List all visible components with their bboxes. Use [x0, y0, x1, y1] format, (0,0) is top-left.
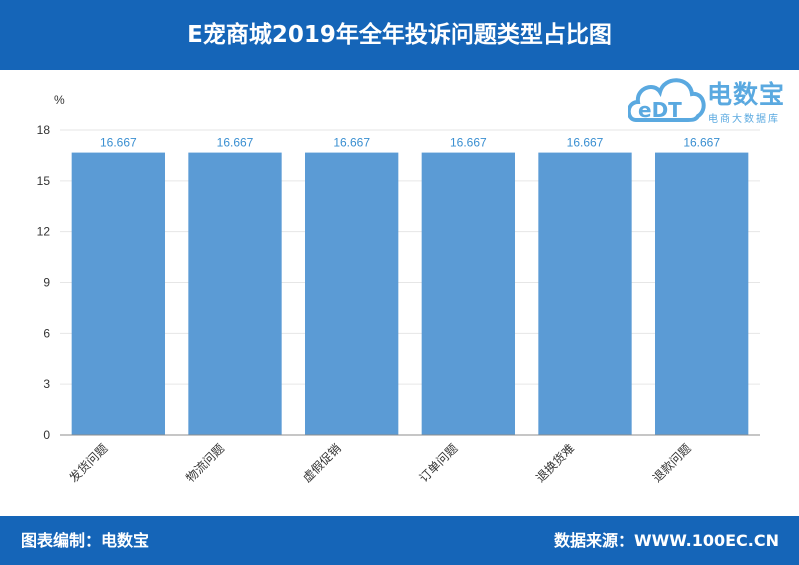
x-tick-label: 物流问题: [183, 441, 227, 485]
bars: [71, 152, 749, 435]
y-tick-label: 0: [43, 428, 50, 442]
y-tick-label: 3: [43, 377, 50, 391]
title-bar: [0, 0, 799, 70]
y-tick-label: 9: [43, 276, 50, 290]
bar-value-label: 16.667: [567, 136, 604, 150]
logo-name: 电数宝: [707, 80, 786, 109]
bar: [71, 152, 165, 435]
y-tick-label: 6: [43, 326, 50, 340]
brand-logo: eDT 电数宝 电商大数据库: [626, 70, 794, 128]
bar-value-label: 16.667: [333, 136, 370, 150]
y-tick-label: 18: [37, 123, 51, 137]
bar: [655, 152, 749, 435]
value-labels: 16.667 16.667 16.667 16.667 16.667 16.667: [100, 136, 720, 150]
y-tick-label: 15: [37, 174, 51, 188]
y-axis-unit-label: %: [54, 93, 65, 107]
bar-value-label: 16.667: [450, 136, 487, 150]
x-tick-label: 退换货难: [533, 441, 578, 486]
footer-bar: 图表编制：电数宝 数据来源：WWW.100EC.CN: [0, 516, 799, 565]
grid-lines: [60, 129, 760, 385]
bar: [421, 152, 515, 435]
x-tick-labels: 发货问题 物流问题 虚假促销 订单问题 退换货难 退款问题: [66, 441, 694, 486]
y-tick-label: 12: [37, 225, 51, 239]
bar: [305, 152, 399, 435]
x-tick-label: 虚假促销: [300, 441, 344, 485]
bar: [538, 152, 632, 435]
bar-value-label: 16.667: [217, 136, 254, 150]
x-tick-label: 发货问题: [66, 441, 111, 486]
page-title: E宠商城2019年全年投诉问题类型占比图: [187, 22, 612, 48]
y-tick-labels: 0 3 6 9 12 15 18: [37, 123, 51, 442]
cloud-logo-icon: eDT: [626, 78, 706, 122]
x-tick-label: 订单问题: [417, 441, 461, 485]
x-tick-label: 退款问题: [650, 441, 694, 485]
bar-value-label: 16.667: [683, 136, 720, 150]
bar-value-label: 16.667: [100, 136, 137, 150]
logo-tagline: 电商大数据库: [708, 114, 780, 125]
chart-credit: 图表编制：电数宝: [21, 531, 150, 550]
bar: [188, 152, 282, 435]
logo-mark: eDT: [638, 98, 682, 122]
data-source: 数据来源：WWW.100EC.CN: [553, 531, 779, 550]
